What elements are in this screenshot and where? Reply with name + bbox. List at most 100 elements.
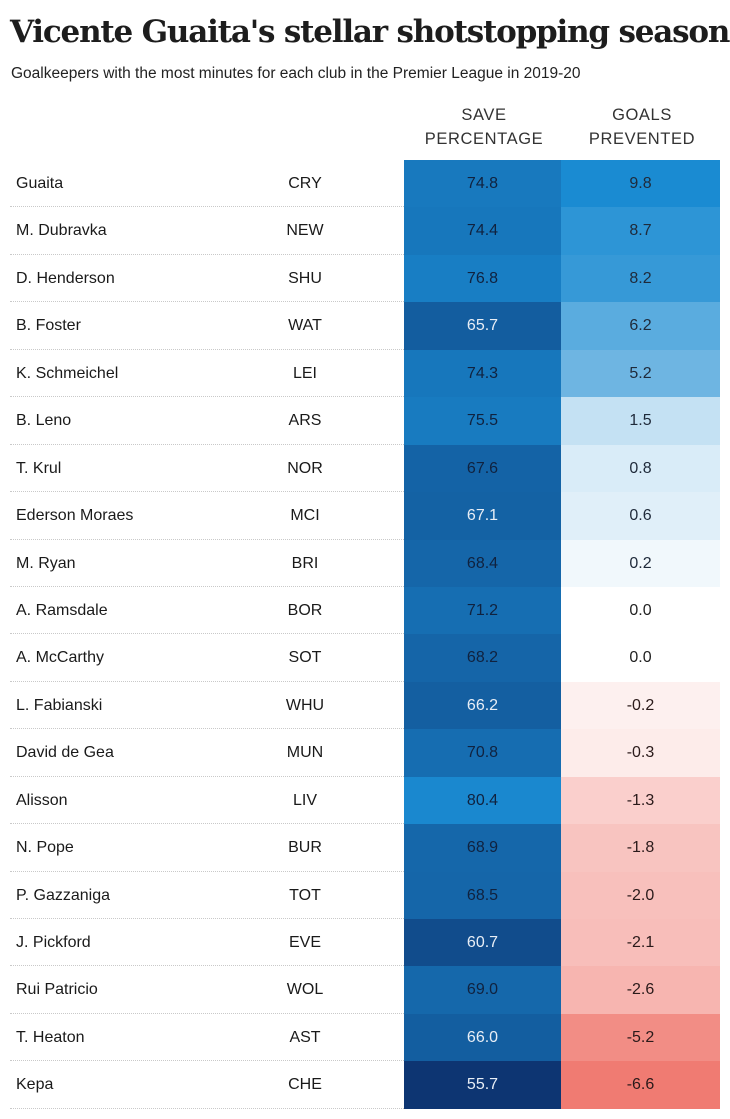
goals-prevented-cell: 9.8 <box>561 160 720 208</box>
table-row: A. Ramsdale BOR 71.2 0.0 <box>10 586 720 635</box>
save-percentage-cell: 67.1 <box>404 492 561 540</box>
goals-prevented-cell: 0.0 <box>561 586 720 635</box>
player-name: Alisson <box>16 791 68 809</box>
goals-prevented-cell: 8.2 <box>561 254 720 303</box>
table-row: Kepa CHE 55.7 -6.6 <box>10 1061 720 1110</box>
save-percentage-cell: 66.0 <box>404 1013 561 1062</box>
goals-prevented-cell: -1.3 <box>561 776 720 825</box>
goals-prevented-cell: -0.2 <box>561 681 720 730</box>
club-code: WOL <box>286 981 324 999</box>
club-code: AST <box>289 1028 321 1046</box>
club-code: LEI <box>292 364 317 382</box>
save-percentage-cell: 68.2 <box>404 634 561 682</box>
table-row: J. Pickford EVE 60.7 -2.1 <box>10 919 720 967</box>
player-name: D. Henderson <box>16 269 115 287</box>
goals-prevented-cell: 1.5 <box>561 397 720 445</box>
goals-prevented-cell: 0.8 <box>561 444 720 493</box>
save-percentage-cell: 74.8 <box>404 160 561 208</box>
save-percentage-cell: 76.8 <box>404 254 561 303</box>
save-percentage-cell: 60.7 <box>404 919 561 967</box>
club-code: TOT <box>289 886 321 904</box>
table-row: M. Ryan BRI 68.4 0.2 <box>10 539 720 588</box>
club-code: MUN <box>286 744 324 762</box>
goals-prevented-cell: -2.0 <box>561 871 720 919</box>
chart-subtitle: Goalkeepers with the most minutes for ea… <box>11 65 581 82</box>
goals-prevented-cell: -0.3 <box>561 729 720 777</box>
table-row: A. McCarthy SOT 68.2 0.0 <box>10 634 720 683</box>
club-code: WAT <box>288 317 322 335</box>
club-code: SOT <box>288 649 322 667</box>
goals-prevented-header: GOALS PREVENTED <box>562 103 722 151</box>
player-name: J. Pickford <box>16 934 91 951</box>
table-row: B. Foster WAT 65.7 6.2 <box>10 302 720 351</box>
player-name: A. Ramsdale <box>16 601 108 619</box>
table-row: K. Schmeichel LEI 74.3 5.2 <box>10 349 720 398</box>
table-row: Ederson Moraes MCI 67.1 0.6 <box>10 492 720 540</box>
save-header-line2: PERCENTAGE <box>424 130 544 148</box>
save-percentage-header: SAVE PERCENTAGE <box>404 103 564 151</box>
club-code: ARS <box>288 412 322 430</box>
table-row: D. Henderson SHU 76.8 8.2 <box>10 254 720 303</box>
table-row: P. Gazzaniga TOT 68.5 -2.0 <box>10 871 720 920</box>
table-row: Rui Patricio WOL 69.0 -2.6 <box>10 966 720 1015</box>
save-percentage-cell: 74.3 <box>404 349 561 398</box>
save-percentage-cell: 68.4 <box>404 539 561 587</box>
club-code: BOR <box>287 601 323 619</box>
player-name: T. Krul <box>16 459 62 477</box>
save-percentage-cell: 74.4 <box>404 207 561 255</box>
table-row: Alisson LIV 80.4 -1.3 <box>10 776 720 825</box>
player-name: K. Schmeichel <box>16 364 119 382</box>
player-name: M. Dubravka <box>16 222 107 240</box>
player-name: L. Fabianski <box>16 696 103 714</box>
table-row: Guaita CRY 74.8 9.8 <box>10 160 720 208</box>
player-name: Kepa <box>16 1076 54 1094</box>
chart-title: Vicente Guaita's stellar shotstopping se… <box>10 14 730 50</box>
save-percentage-cell: 70.8 <box>404 729 561 777</box>
goals-prevented-cell: -6.6 <box>561 1061 720 1109</box>
club-code: CHE <box>288 1076 322 1094</box>
goals-prevented-cell: 0.6 <box>561 492 720 540</box>
goals-prevented-cell: -2.6 <box>561 966 720 1014</box>
player-name: Rui Patricio <box>16 981 98 999</box>
save-percentage-cell: 68.9 <box>404 824 561 872</box>
goals-prevented-cell: 0.2 <box>561 539 720 587</box>
save-percentage-cell: 66.2 <box>404 681 561 730</box>
table-row: N. Pope BUR 68.9 -1.8 <box>10 824 720 873</box>
club-code: BRI <box>291 554 319 572</box>
goals-prevented-cell: 0.0 <box>561 634 720 682</box>
save-percentage-cell: 55.7 <box>404 1061 561 1109</box>
player-name: N. Pope <box>16 839 74 857</box>
goals-header-line2: PREVENTED <box>588 130 696 148</box>
save-header-line1: SAVE <box>461 106 507 124</box>
player-name: Guaita <box>16 175 64 192</box>
table-row: M. Dubravka NEW 74.4 8.7 <box>10 207 720 256</box>
save-percentage-cell: 65.7 <box>404 302 561 350</box>
goals-prevented-cell: 5.2 <box>561 349 720 398</box>
club-code: NEW <box>286 222 324 240</box>
club-code: SHU <box>288 269 322 287</box>
table-row: L. Fabianski WHU 66.2 -0.2 <box>10 681 720 730</box>
player-name: David de Gea <box>16 744 114 762</box>
save-percentage-cell: 80.4 <box>404 776 561 825</box>
goals-prevented-cell: 8.7 <box>561 207 720 255</box>
player-name: P. Gazzaniga <box>16 886 110 904</box>
table-row: T. Heaton AST 66.0 -5.2 <box>10 1013 720 1062</box>
club-code: LIV <box>292 791 317 809</box>
club-code: CRY <box>288 175 322 192</box>
player-name: T. Heaton <box>16 1028 85 1046</box>
table-row: David de Gea MUN 70.8 -0.3 <box>10 729 720 778</box>
player-name: A. McCarthy <box>16 649 105 667</box>
goals-prevented-cell: -2.1 <box>561 919 720 967</box>
goals-prevented-cell: -5.2 <box>561 1013 720 1062</box>
player-name: M. Ryan <box>16 554 76 572</box>
goals-prevented-cell: -1.8 <box>561 824 720 872</box>
club-code: BUR <box>288 839 322 857</box>
save-percentage-cell: 68.5 <box>404 871 561 919</box>
club-code: NOR <box>287 459 323 477</box>
player-name: Ederson Moraes <box>16 507 134 525</box>
player-name: B. Foster <box>16 317 81 335</box>
save-percentage-cell: 71.2 <box>404 586 561 635</box>
club-code: WHU <box>285 696 325 714</box>
club-code: MCI <box>290 507 320 525</box>
table-row: B. Leno ARS 75.5 1.5 <box>10 397 720 446</box>
